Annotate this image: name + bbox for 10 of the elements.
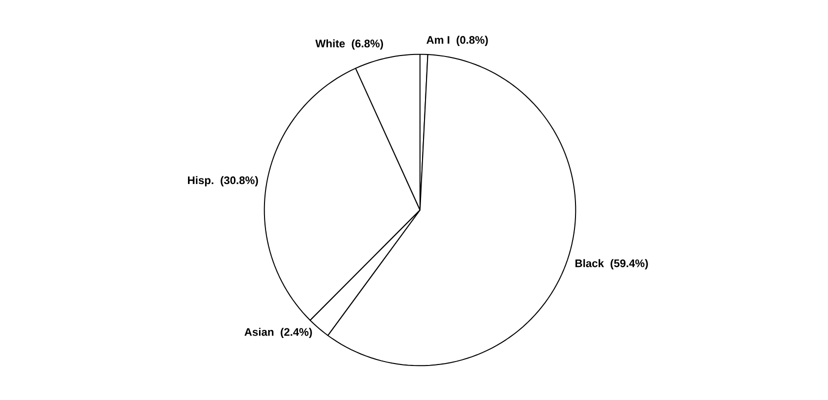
- data-label: (59.4%): [610, 259, 648, 270]
- data-label: (30.8%): [220, 176, 258, 186]
- data-label: (0.8%): [456, 36, 488, 46]
- data-label: (6.8%): [352, 39, 384, 50]
- slice-label: Am I: [426, 36, 450, 44]
- slice-label: Hisp.: [188, 176, 214, 186]
- slice-label: Asian: [244, 328, 274, 336]
- data-label: (2.4%): [280, 328, 312, 338]
- slice-label: Black: [575, 259, 604, 268]
- slice-label: White: [315, 39, 345, 48]
